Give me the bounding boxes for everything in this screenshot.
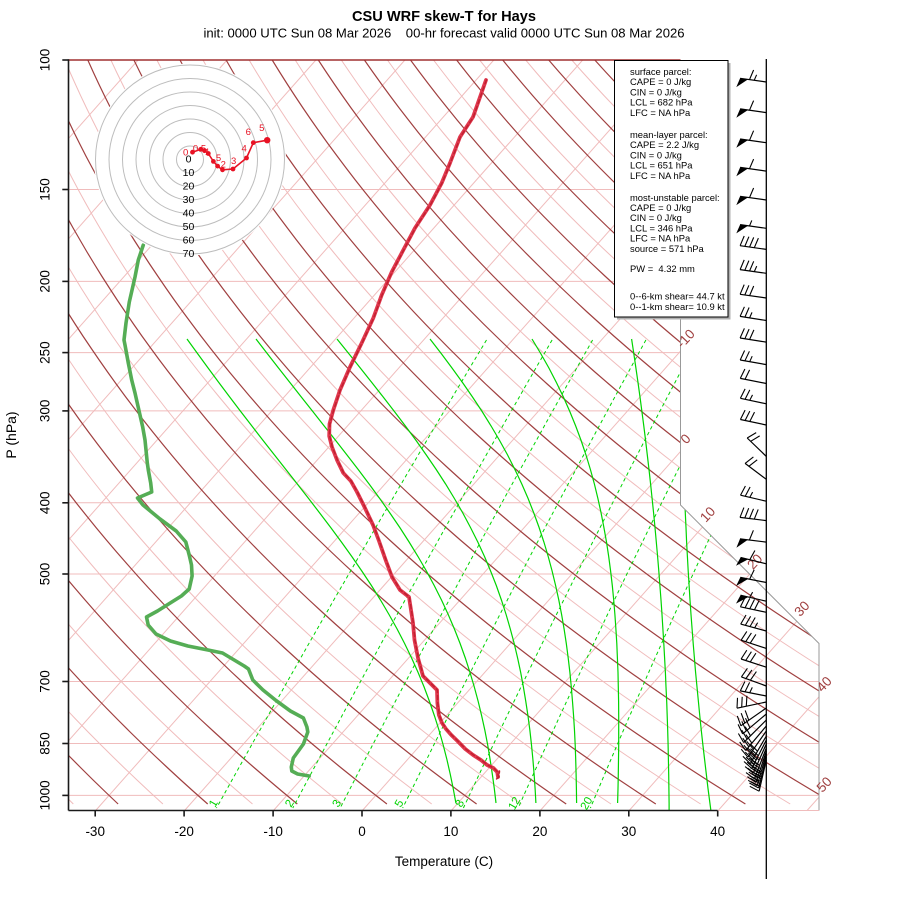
svg-text:150: 150 [38, 178, 53, 201]
svg-text:400: 400 [38, 492, 53, 515]
svg-text:CIN = 0 J/kg: CIN = 0 J/kg [630, 86, 682, 97]
svg-text:20: 20 [579, 795, 596, 812]
svg-text:10: 10 [443, 824, 458, 839]
svg-text:-30: -30 [85, 824, 105, 839]
svg-text:LCL = 651 hPa: LCL = 651 hPa [630, 160, 693, 171]
svg-text:8: 8 [454, 798, 468, 810]
svg-text:4: 4 [242, 143, 247, 154]
svg-text:3: 3 [331, 798, 345, 810]
svg-text:50: 50 [183, 221, 195, 233]
svg-text:100: 100 [38, 49, 53, 72]
svg-text:0: 0 [186, 154, 192, 166]
svg-text:0.5: 0.5 [193, 143, 206, 154]
svg-text:5: 5 [259, 123, 264, 134]
svg-text:CSU WRF skew-T for Hays: CSU WRF skew-T for Hays [352, 9, 536, 25]
svg-text:70: 70 [183, 248, 195, 260]
svg-text:2: 2 [283, 798, 297, 810]
svg-text:P (hPa): P (hPa) [3, 411, 19, 458]
svg-text:mean-layer parcel:: mean-layer parcel: [630, 129, 708, 140]
svg-text:CAPE = 2.2 J/kg: CAPE = 2.2 J/kg [630, 139, 699, 150]
svg-text:most-unstable parcel:: most-unstable parcel: [630, 192, 720, 203]
svg-text:20: 20 [532, 824, 547, 839]
svg-text:init: 0000 UTC Sun 08 Mar 2026: init: 0000 UTC Sun 08 Mar 2026 00-hr for… [203, 26, 684, 41]
svg-text:1000: 1000 [38, 780, 53, 810]
svg-text:20: 20 [183, 181, 195, 193]
svg-text:850: 850 [38, 732, 53, 755]
svg-text:500: 500 [38, 563, 53, 586]
svg-text:LCL = 682 hPa: LCL = 682 hPa [630, 97, 693, 108]
svg-text:30: 30 [183, 194, 195, 206]
svg-text:1: 1 [207, 798, 221, 810]
svg-text:5: 5 [393, 798, 407, 810]
svg-text:LFC = NA hPa: LFC = NA hPa [630, 233, 691, 244]
svg-text:200: 200 [38, 270, 53, 293]
svg-text:LFC = NA hPa: LFC = NA hPa [630, 107, 691, 118]
svg-text:5: 5 [216, 153, 221, 164]
svg-text:40: 40 [710, 824, 725, 839]
svg-text:Temperature (C): Temperature (C) [395, 854, 493, 869]
svg-text:12: 12 [507, 795, 524, 812]
svg-text:-10: -10 [263, 824, 283, 839]
svg-text:0: 0 [358, 824, 366, 839]
svg-text:40: 40 [183, 208, 195, 220]
svg-text:CIN = 0 J/kg: CIN = 0 J/kg [630, 149, 682, 160]
svg-text:0--1-km shear= 10.9 kt: 0--1-km shear= 10.9 kt [630, 301, 725, 312]
svg-text:0--6-km shear= 44.7 kt: 0--6-km shear= 44.7 kt [630, 291, 725, 302]
svg-text:CIN = 0 J/kg: CIN = 0 J/kg [630, 212, 682, 223]
svg-text:20: 20 [744, 551, 765, 572]
svg-text:-20: -20 [174, 824, 194, 839]
svg-text:CAPE = 0 J/kg: CAPE = 0 J/kg [630, 202, 691, 213]
svg-text:300: 300 [38, 400, 53, 423]
svg-text:2: 2 [221, 160, 226, 171]
svg-text:40: 40 [814, 674, 835, 695]
svg-text:50: 50 [814, 774, 835, 795]
svg-text:surface parcel:: surface parcel: [630, 66, 692, 77]
svg-text:30: 30 [791, 598, 812, 619]
svg-text:700: 700 [38, 670, 53, 693]
svg-text:6: 6 [246, 127, 251, 138]
svg-text:10: 10 [697, 504, 718, 525]
svg-text:250: 250 [38, 341, 53, 364]
svg-text:1: 1 [205, 147, 210, 158]
svg-text:3: 3 [231, 156, 236, 167]
svg-text:60: 60 [183, 235, 195, 247]
svg-text:LFC = NA hPa: LFC = NA hPa [630, 170, 691, 181]
svg-text:10: 10 [183, 167, 195, 179]
svg-text:0: 0 [183, 148, 188, 159]
svg-text:LCL = 346 hPa: LCL = 346 hPa [630, 222, 693, 233]
svg-text:CAPE = 0 J/kg: CAPE = 0 J/kg [630, 76, 691, 87]
svg-text:PW = 4.32 mm: PW = 4.32 mm [630, 263, 695, 274]
svg-text:30: 30 [621, 824, 636, 839]
svg-text:source = 571 hPa: source = 571 hPa [630, 243, 705, 254]
